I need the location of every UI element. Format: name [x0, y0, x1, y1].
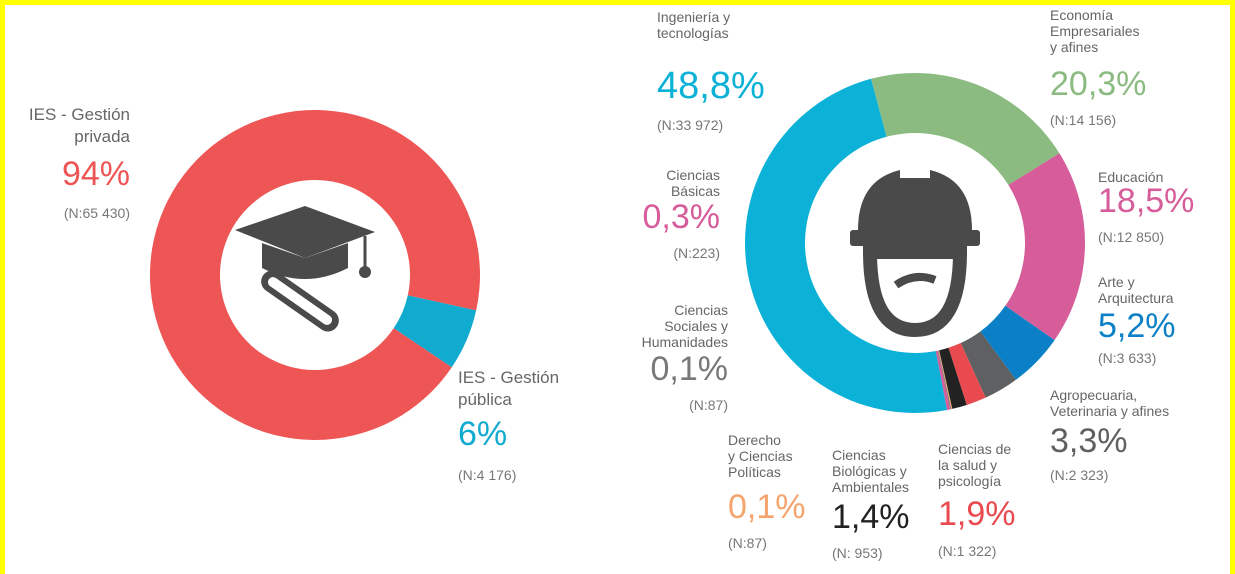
count-label: (N: 953)	[832, 545, 883, 561]
donut-slice	[393, 295, 477, 368]
donut-slice	[744, 78, 948, 414]
category-label: Agropecuaria, Veterinaria y afines	[1050, 387, 1169, 419]
donut-slice	[948, 343, 986, 405]
category-label: Ciencias Básicas	[666, 167, 720, 199]
category-label: Ciencias Sociales y Humanidades	[642, 302, 728, 350]
value-label: 6%	[458, 415, 507, 453]
value-label: 1,9%	[938, 495, 1016, 533]
count-label: (N:33 972)	[657, 117, 723, 133]
count-label: (N:3 633)	[1098, 350, 1156, 366]
category-label: Economía Empresariales y afines	[1050, 7, 1139, 55]
category-label: Arte y Arquitectura	[1098, 274, 1174, 306]
count-label: (N:65 430)	[64, 205, 130, 221]
category-label: Ciencias de la salud y psicología	[938, 441, 1011, 489]
value-label: 94%	[62, 155, 130, 193]
count-label: (N:14 156)	[1050, 112, 1116, 128]
category-label: IES - Gestión pública	[458, 368, 559, 409]
category-label: Derecho y Ciencias Políticas	[728, 432, 793, 480]
value-label: 1,4%	[832, 498, 910, 536]
category-label: Ingeniería y tecnologías	[657, 9, 730, 41]
category-label: Educación	[1098, 169, 1163, 185]
value-label: 5,2%	[1098, 307, 1176, 345]
count-label: (N:1 322)	[938, 543, 996, 559]
donut-slice	[871, 72, 1060, 185]
value-label: 0,3%	[643, 198, 721, 236]
count-label: (N:12 850)	[1098, 229, 1164, 245]
value-label: 3,3%	[1050, 422, 1128, 460]
category-label: Ciencias Biológicas y Ambientales	[832, 447, 909, 495]
donut-slice	[150, 109, 481, 440]
count-label: (N:223)	[673, 245, 720, 261]
value-label: 0,1%	[728, 488, 806, 526]
count-label: (N:87)	[728, 535, 767, 551]
graduation-icon	[235, 206, 375, 332]
helmet-icon	[850, 170, 980, 338]
donut-slice	[1005, 153, 1086, 341]
count-label: (N:2 323)	[1050, 467, 1108, 483]
count-label: (N:87)	[689, 397, 728, 413]
value-label: 0,1%	[651, 350, 729, 388]
donut-slice	[980, 305, 1055, 380]
donut-slice	[939, 347, 967, 409]
value-label: 20,3%	[1050, 65, 1146, 103]
value-label: 48,8%	[657, 65, 765, 107]
donut-slice	[960, 331, 1016, 398]
category-label: IES - Gestión privada	[29, 105, 131, 146]
donut-slice	[938, 350, 953, 410]
count-label: (N:4 176)	[458, 467, 516, 483]
donut-slice	[935, 350, 951, 410]
donut-slice	[937, 350, 952, 410]
value-label: 18,5%	[1098, 182, 1194, 220]
